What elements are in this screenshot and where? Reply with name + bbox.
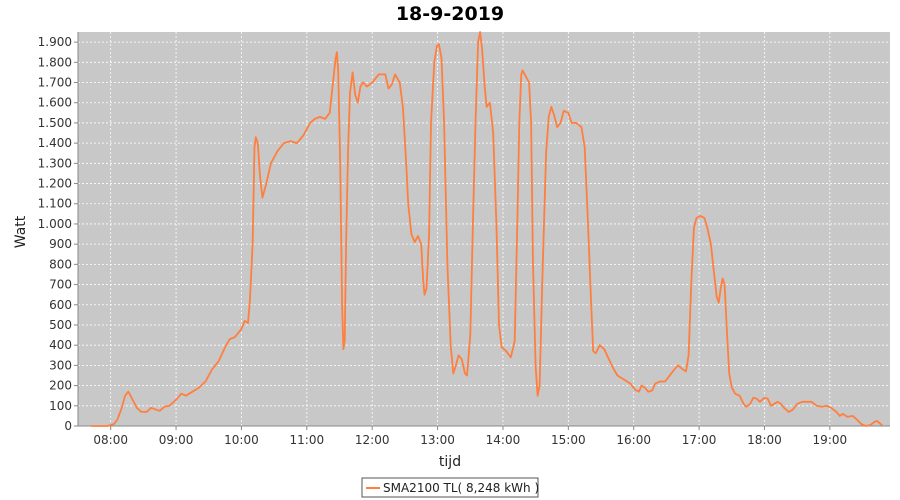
y-tick-label: 100 [49,399,72,413]
y-tick-label: 1.900 [38,35,72,49]
y-tick-label: 1.700 [38,76,72,90]
plot-area [78,32,890,426]
y-axis-label: Watt [13,215,29,248]
y-tick-label: 1.400 [38,136,72,150]
x-tick-label: 10:00 [224,433,259,447]
y-tick-label: 1.800 [38,55,72,69]
legend-box [361,477,539,498]
y-tick-label: 900 [49,237,72,251]
chart-title: 18-9-2019 [396,3,504,25]
x-tick-label: 12:00 [355,433,390,447]
x-axis-label: tijd [439,454,461,470]
x-tick-label: 09:00 [159,433,194,447]
y-tick-label: 1.100 [38,197,72,211]
x-tick-label: 15:00 [551,433,586,447]
y-tick-label: 1.500 [38,116,72,130]
y-tick-label: 0 [64,419,72,433]
y-tick-label: 1.600 [38,96,72,110]
y-tick-label: 300 [49,358,72,372]
x-tick-label: 17:00 [682,433,717,447]
x-tick-label: 16:00 [616,433,651,447]
x-tick-label: 11:00 [290,433,325,447]
legend-label: SMA2100 TL( 8,248 kWh ) [383,481,539,495]
y-tick-label: 1.000 [38,217,72,231]
x-axis: 08:00 09:00 10:00 11:00 12:00 13:00 14:00 15:00… [78,425,890,447]
y-tick-label: 400 [49,338,72,352]
y-axis: 0 100 200 300 400 500 600 700 800 900 1.000 1.100 1.… [38,32,79,433]
x-tick-label: 14:00 [486,433,521,447]
x-tick-label: 08:00 [93,433,128,447]
x-tick-label: 18:00 [747,433,782,447]
series-line [91,31,883,427]
y-tick-label: 1.200 [38,177,72,191]
series-layer [91,31,883,427]
x-tick-label: 19:00 [813,433,848,447]
y-tick-label: 600 [49,298,72,312]
y-tick-label: 200 [49,379,72,393]
y-tick-label: 800 [49,257,72,271]
grid-lines [78,32,890,427]
x-tick-label: 13:00 [420,433,455,447]
y-tick-label: 1.300 [38,156,72,170]
y-tick-label: 700 [49,278,72,292]
legend: SMA2100 TL( 8,248 kWh ) [361,477,539,498]
y-tick-label: 500 [49,318,72,332]
